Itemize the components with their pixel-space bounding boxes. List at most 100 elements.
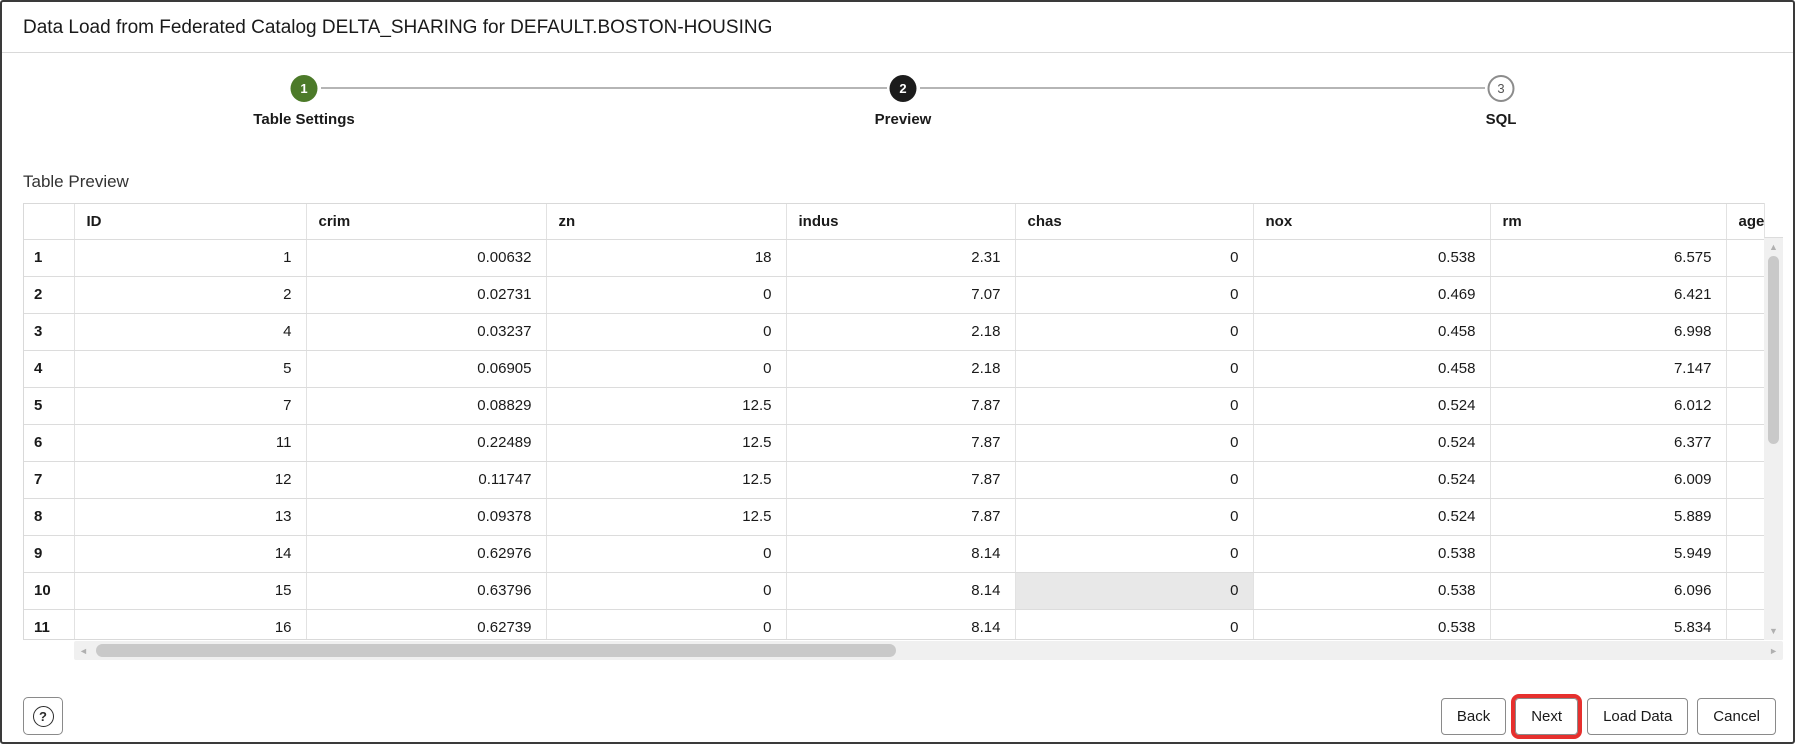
cell-nox[interactable]: 0.524 xyxy=(1253,387,1491,425)
cell-age[interactable] xyxy=(1726,350,1764,388)
vertical-scrollbar[interactable]: ▲ ▼ xyxy=(1764,203,1783,640)
cell-ID[interactable]: 13 xyxy=(74,498,307,536)
cell-zn[interactable]: 18 xyxy=(546,239,787,277)
cell-zn[interactable]: 0 xyxy=(546,276,787,314)
cell-indus[interactable]: 7.87 xyxy=(786,461,1016,499)
cell-crim[interactable]: 0.00632 xyxy=(306,239,547,277)
cell-chas[interactable]: 0 xyxy=(1015,498,1254,536)
cell-rm[interactable]: 6.421 xyxy=(1490,276,1727,314)
cell-crim[interactable]: 0.08829 xyxy=(306,387,547,425)
cell-nox[interactable]: 0.524 xyxy=(1253,461,1491,499)
horizontal-scrollbar-thumb[interactable] xyxy=(96,644,896,657)
cell-indus[interactable]: 7.07 xyxy=(786,276,1016,314)
cell-nox[interactable]: 0.538 xyxy=(1253,239,1491,277)
help-button[interactable]: ? xyxy=(23,697,63,735)
cell-crim[interactable]: 0.11747 xyxy=(306,461,547,499)
cell-age[interactable] xyxy=(1726,387,1764,425)
next-button[interactable]: Next xyxy=(1511,693,1583,739)
cell-chas[interactable]: 0 xyxy=(1015,350,1254,388)
cell-zn[interactable]: 0 xyxy=(546,535,787,573)
cell-zn[interactable]: 0 xyxy=(546,350,787,388)
cell-ID[interactable]: 2 xyxy=(74,276,307,314)
cell-age[interactable] xyxy=(1726,461,1764,499)
cell-age[interactable] xyxy=(1726,424,1764,462)
cell-indus[interactable]: 8.14 xyxy=(786,535,1016,573)
cell-nox[interactable]: 0.469 xyxy=(1253,276,1491,314)
cell-ID[interactable]: 7 xyxy=(74,387,307,425)
scroll-right-icon[interactable]: ► xyxy=(1769,645,1778,656)
cell-age[interactable] xyxy=(1726,313,1764,351)
cell-rm[interactable]: 6.009 xyxy=(1490,461,1727,499)
cell-indus[interactable]: 8.14 xyxy=(786,572,1016,610)
cell-zn[interactable]: 0 xyxy=(546,572,787,610)
cell-zn[interactable]: 12.5 xyxy=(546,498,787,536)
cell-age[interactable] xyxy=(1726,498,1764,536)
cell-rm[interactable]: 5.834 xyxy=(1490,609,1727,639)
cell-age[interactable] xyxy=(1726,535,1764,573)
vertical-scrollbar-thumb[interactable] xyxy=(1768,256,1779,444)
cell-crim[interactable]: 0.62976 xyxy=(306,535,547,573)
cell-indus[interactable]: 2.18 xyxy=(786,313,1016,351)
cell-nox[interactable]: 0.458 xyxy=(1253,350,1491,388)
cell-indus[interactable]: 8.14 xyxy=(786,609,1016,639)
cell-age[interactable] xyxy=(1726,572,1764,610)
cell-indus[interactable]: 2.31 xyxy=(786,239,1016,277)
cell-nox[interactable]: 0.538 xyxy=(1253,572,1491,610)
cell-indus[interactable]: 2.18 xyxy=(786,350,1016,388)
cell-chas[interactable]: 0 xyxy=(1015,424,1254,462)
step-1-circle[interactable]: 1 xyxy=(290,75,318,102)
cell-ID[interactable]: 15 xyxy=(74,572,307,610)
cell-ID[interactable]: 14 xyxy=(74,535,307,573)
cell-nox[interactable]: 0.458 xyxy=(1253,313,1491,351)
cell-rm[interactable]: 5.949 xyxy=(1490,535,1727,573)
step-3-circle[interactable]: 3 xyxy=(1487,75,1515,102)
cell-nox[interactable]: 0.524 xyxy=(1253,424,1491,462)
cell-chas[interactable]: 0 xyxy=(1015,313,1254,351)
cell-chas[interactable]: 0 xyxy=(1015,572,1254,610)
step-2-circle[interactable]: 2 xyxy=(889,75,917,102)
cell-ID[interactable]: 1 xyxy=(74,239,307,277)
scroll-left-icon[interactable]: ◄ xyxy=(79,645,88,656)
cell-crim[interactable]: 0.09378 xyxy=(306,498,547,536)
cell-zn[interactable]: 0 xyxy=(546,313,787,351)
cell-zn[interactable]: 0 xyxy=(546,609,787,639)
cell-rm[interactable]: 7.147 xyxy=(1490,350,1727,388)
cell-ID[interactable]: 16 xyxy=(74,609,307,639)
back-button[interactable]: Back xyxy=(1440,697,1507,735)
cell-rm[interactable]: 6.096 xyxy=(1490,572,1727,610)
horizontal-scrollbar[interactable]: ◄ ► xyxy=(23,641,1783,660)
cell-crim[interactable]: 0.03237 xyxy=(306,313,547,351)
cell-ID[interactable]: 11 xyxy=(74,424,307,462)
cell-zn[interactable]: 12.5 xyxy=(546,424,787,462)
cell-zn[interactable]: 12.5 xyxy=(546,387,787,425)
cell-chas[interactable]: 0 xyxy=(1015,239,1254,277)
cell-rm[interactable]: 5.889 xyxy=(1490,498,1727,536)
cell-age[interactable] xyxy=(1726,276,1764,314)
cell-crim[interactable]: 0.22489 xyxy=(306,424,547,462)
cell-indus[interactable]: 7.87 xyxy=(786,498,1016,536)
scroll-up-icon[interactable]: ▲ xyxy=(1769,242,1778,252)
cell-age[interactable] xyxy=(1726,609,1764,639)
cell-indus[interactable]: 7.87 xyxy=(786,424,1016,462)
scroll-down-icon[interactable]: ▼ xyxy=(1769,626,1778,636)
vertical-scrollbar-track[interactable]: ▲ ▼ xyxy=(1764,238,1783,640)
cell-zn[interactable]: 12.5 xyxy=(546,461,787,499)
cell-rm[interactable]: 6.998 xyxy=(1490,313,1727,351)
cell-crim[interactable]: 0.63796 xyxy=(306,572,547,610)
cell-crim[interactable]: 0.02731 xyxy=(306,276,547,314)
cell-chas[interactable]: 0 xyxy=(1015,461,1254,499)
cell-chas[interactable]: 0 xyxy=(1015,276,1254,314)
cell-rm[interactable]: 6.012 xyxy=(1490,387,1727,425)
cell-chas[interactable]: 0 xyxy=(1015,609,1254,639)
cell-nox[interactable]: 0.524 xyxy=(1253,498,1491,536)
cell-age[interactable] xyxy=(1726,239,1764,277)
load-data-button[interactable]: Load Data xyxy=(1587,697,1689,735)
cell-crim[interactable]: 0.06905 xyxy=(306,350,547,388)
horizontal-scrollbar-track[interactable]: ◄ ► xyxy=(74,641,1783,660)
cell-rm[interactable]: 6.377 xyxy=(1490,424,1727,462)
cell-ID[interactable]: 12 xyxy=(74,461,307,499)
cell-rm[interactable]: 6.575 xyxy=(1490,239,1727,277)
cell-ID[interactable]: 5 xyxy=(74,350,307,388)
cell-chas[interactable]: 0 xyxy=(1015,535,1254,573)
cell-indus[interactable]: 7.87 xyxy=(786,387,1016,425)
